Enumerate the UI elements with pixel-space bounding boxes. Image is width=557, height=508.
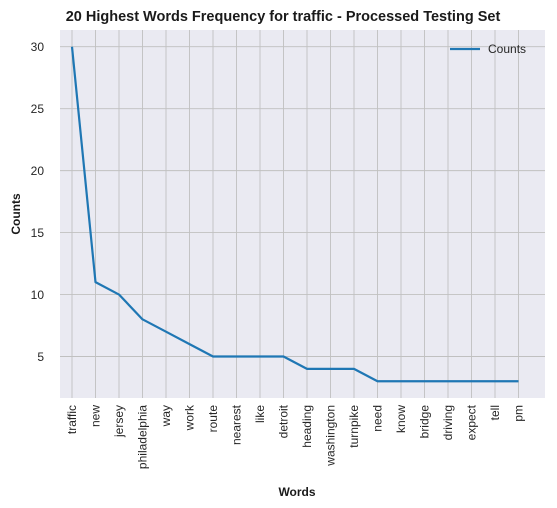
y-tick-label: 5 — [37, 350, 44, 364]
x-tick-label: jersey — [112, 405, 126, 438]
y-axis: 5 10 15 20 25 30 — [31, 40, 45, 364]
x-tick-label: detroit — [277, 404, 291, 438]
x-tick-label: tell — [488, 405, 502, 420]
x-tick-label: route — [206, 405, 220, 433]
x-tick-label: nearest — [230, 404, 244, 445]
x-tick-label: way — [159, 405, 173, 427]
x-tick-label: bridge — [418, 405, 432, 439]
chart-title: 20 Highest Words Frequency for traffic -… — [66, 9, 501, 25]
y-tick-label: 25 — [31, 102, 45, 116]
plot-area — [60, 30, 545, 398]
x-tick-label: turnpike — [347, 405, 361, 448]
y-tick-label: 20 — [31, 164, 45, 178]
y-tick-label: 10 — [31, 288, 45, 302]
x-tick-label: work — [183, 404, 197, 431]
x-tick-label: philadelphia — [136, 405, 150, 469]
x-tick-label: like — [253, 405, 267, 423]
x-axis: traffic new jersey philadelphia way work route… — [65, 404, 526, 469]
y-tick-label: 30 — [31, 40, 45, 54]
y-axis-label: Counts — [9, 193, 23, 235]
x-tick-label: heading — [300, 405, 314, 448]
series-layer — [70, 46, 519, 383]
x-tick-label: driving — [441, 405, 455, 440]
x-tick-label: washington — [324, 405, 338, 467]
legend: Counts — [450, 42, 526, 56]
x-tick-label: expect — [465, 404, 479, 440]
x-tick-label: new — [89, 405, 103, 427]
x-tick-label: know — [394, 405, 408, 433]
series-line-0 — [70, 46, 519, 383]
x-tick-label: traffic — [65, 405, 79, 434]
grid — [60, 30, 545, 398]
x-tick-label: need — [371, 405, 385, 432]
x-axis-label: Words — [278, 485, 315, 499]
legend-label: Counts — [488, 42, 526, 56]
y-tick-label: 15 — [31, 226, 45, 240]
x-tick-label: pm — [512, 405, 526, 422]
